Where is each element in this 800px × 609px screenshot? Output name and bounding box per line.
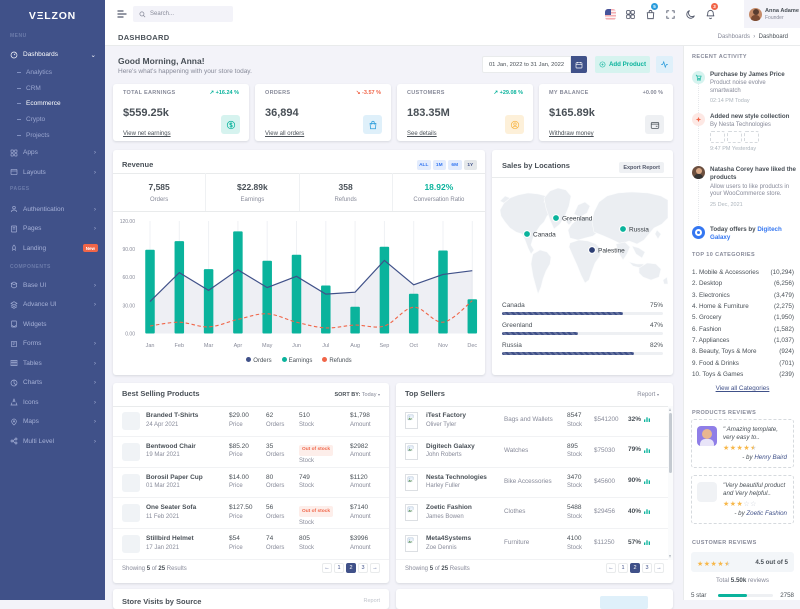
svg-text:Greenland: Greenland — [562, 216, 593, 223]
svg-text:120.00: 120.00 — [120, 219, 136, 225]
svg-text:Mar: Mar — [204, 343, 214, 349]
svg-text:90.00: 90.00 — [122, 247, 135, 253]
svg-text:Aug: Aug — [350, 343, 360, 349]
svg-text:Sep: Sep — [380, 343, 390, 349]
svg-text:Apr: Apr — [234, 343, 243, 349]
svg-text:0.00: 0.00 — [125, 332, 135, 338]
svg-text:Oct: Oct — [409, 343, 418, 349]
svg-text:Nov: Nov — [438, 343, 448, 349]
svg-text:Jul: Jul — [322, 343, 329, 349]
svg-text:Canada: Canada — [533, 232, 556, 239]
svg-text:Russia: Russia — [629, 227, 649, 234]
svg-text:Palestine: Palestine — [598, 248, 625, 255]
svg-text:Feb: Feb — [175, 343, 184, 349]
svg-text:Jan: Jan — [146, 343, 155, 349]
svg-text:May: May — [262, 343, 273, 349]
svg-text:Jun: Jun — [292, 343, 301, 349]
svg-text:30.00: 30.00 — [122, 303, 135, 309]
svg-text:Dec: Dec — [467, 343, 477, 349]
svg-text:60.00: 60.00 — [122, 275, 135, 281]
